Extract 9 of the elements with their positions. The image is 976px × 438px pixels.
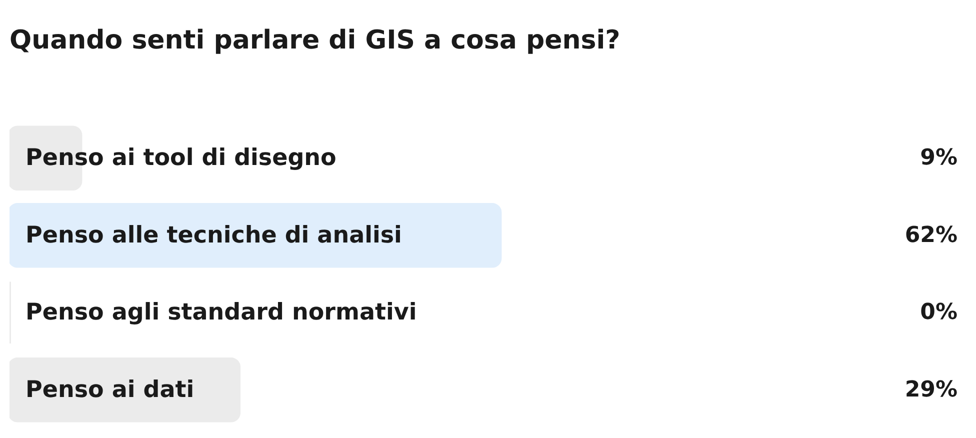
- y-tick-label: Penso ai tool di disegno: [26, 145, 336, 172]
- data-label: 0%: [920, 300, 958, 326]
- y-tick-label: Penso alle tecniche di analisi: [26, 222, 402, 248]
- data-label: 29%: [904, 377, 958, 402]
- data-label: 62%: [904, 222, 958, 248]
- y-tick-label: Penso ai dati: [26, 376, 194, 403]
- chart-title: Quando senti parlare di GIS a cosa pensi?: [10, 26, 620, 56]
- y-tick-label: Penso agli standard normativi: [26, 300, 417, 326]
- data-label: 9%: [920, 146, 958, 171]
